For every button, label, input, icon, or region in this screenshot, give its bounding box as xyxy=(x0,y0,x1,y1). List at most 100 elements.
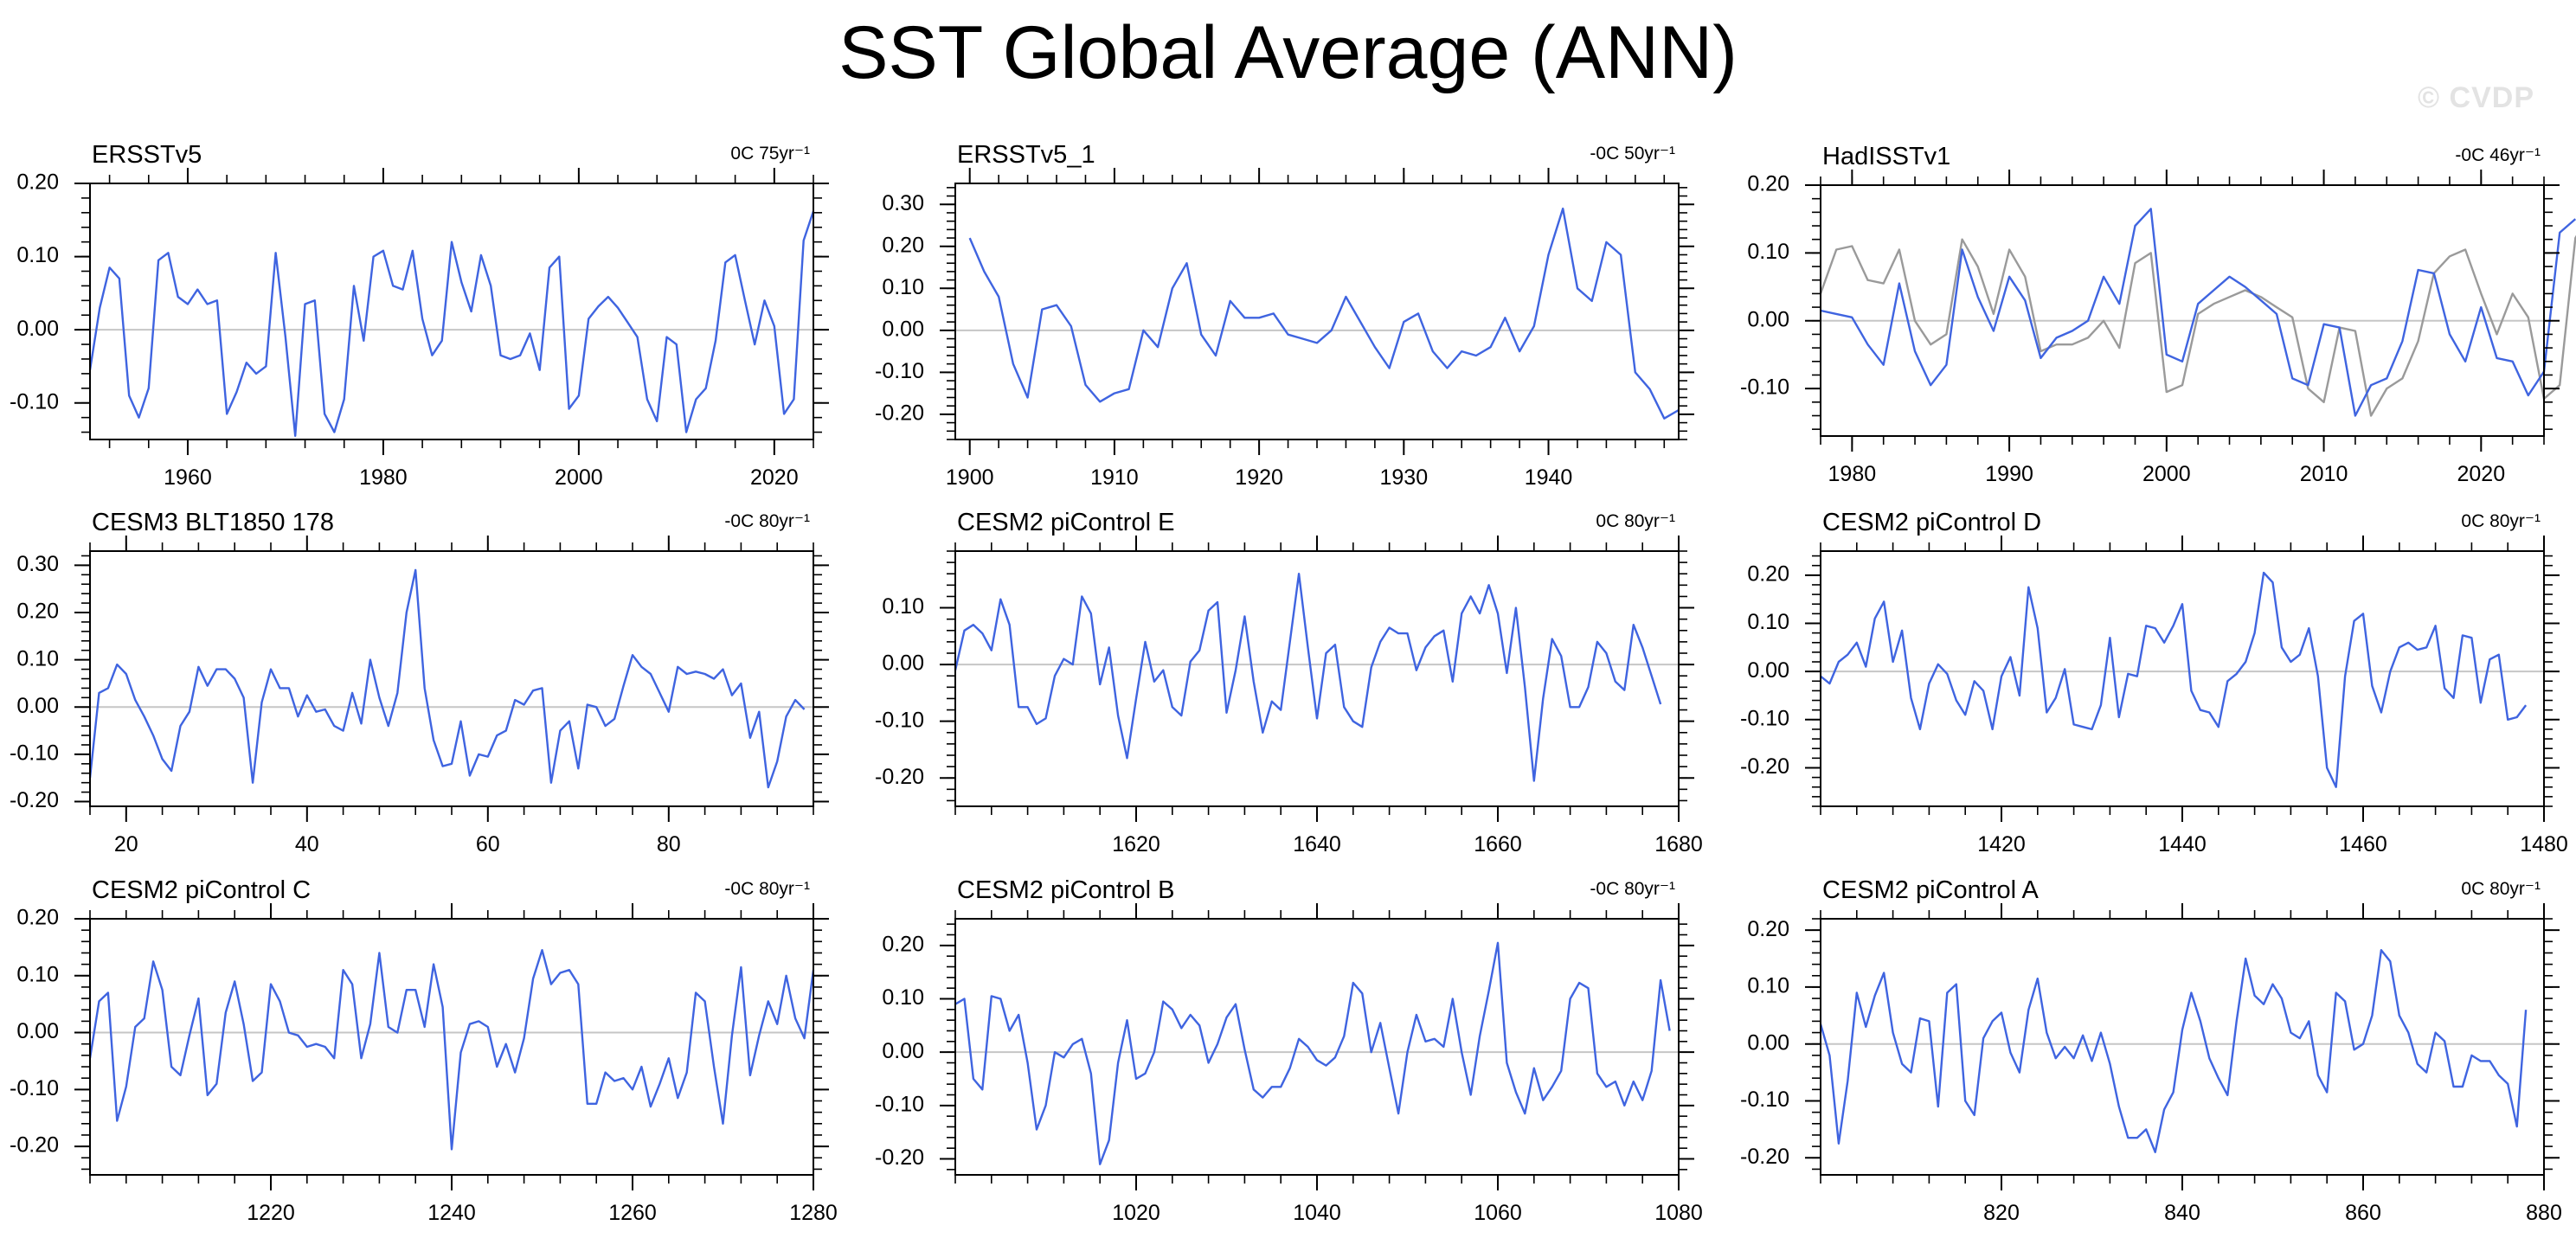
y-tick-label: -0.20 xyxy=(1740,754,1789,779)
series-line xyxy=(954,941,1671,1165)
chart-panel: -0.20 -0.10 0.00 0.10 0.20 820 840 860 880 CESM2 … xyxy=(1740,876,2562,1225)
series-line xyxy=(954,573,1662,782)
y-tick-label: 0.30 xyxy=(16,552,59,576)
chart-panel: -0.20 -0.10 0.00 0.10 0.20 0.30 20 40 60 80 CESM3 … xyxy=(10,509,829,856)
x-tick-label: 1020 xyxy=(1112,1201,1160,1225)
panel-title: CESM3 BLT1850 178 xyxy=(92,509,334,536)
panel-title: CESM2 piControl C xyxy=(92,876,311,904)
x-tick-label: 840 xyxy=(2164,1201,2200,1225)
series-line xyxy=(1819,948,2528,1153)
x-tick-label: 1420 xyxy=(1977,832,2026,856)
plot-frame xyxy=(954,918,1680,1176)
y-tick-label: -0.10 xyxy=(875,359,924,383)
trend-label: 0C 80yr⁻¹ xyxy=(1596,511,1675,531)
y-tick-label: -0.10 xyxy=(10,741,59,766)
x-tick-label: 1460 xyxy=(2339,832,2387,856)
trend-label: -0C 50yr⁻¹ xyxy=(1590,144,1675,164)
y-tick-label: -0.20 xyxy=(875,765,924,789)
x-tick-label: 1080 xyxy=(1654,1201,1703,1225)
y-tick-label: 0.00 xyxy=(882,1039,924,1063)
chart-panel: -0.20 -0.10 0.00 0.10 0.20 1220 1240 1260 1280 CE… xyxy=(10,876,838,1225)
x-tick-label: 20 xyxy=(114,832,138,856)
y-tick-label: 0.00 xyxy=(1747,658,1789,683)
x-tick-label: 1930 xyxy=(1380,465,1429,490)
trend-label: 0C 80yr⁻¹ xyxy=(2461,879,2541,899)
y-tick-label: 0.20 xyxy=(16,170,59,195)
x-tick-label: 1660 xyxy=(1474,832,1522,856)
plot-frame xyxy=(1820,550,2545,807)
y-tick-label: -0.20 xyxy=(10,1133,59,1158)
chart-panel: -0.10 0.00 0.10 0.20 1960 1980 2000 2020 ERSSTv5… xyxy=(10,141,829,490)
x-tick-label: 1280 xyxy=(789,1201,838,1225)
watermark: © CVDP xyxy=(2418,81,2534,114)
y-tick-label: 0.00 xyxy=(16,694,59,718)
panel-title: ERSSTv5 xyxy=(92,141,202,169)
series-line xyxy=(88,568,806,789)
y-tick-label: 0.10 xyxy=(1747,974,1789,998)
y-tick-label: -0.10 xyxy=(10,389,59,414)
x-tick-label: 860 xyxy=(2345,1201,2381,1225)
y-tick-label: 0.00 xyxy=(1747,1030,1789,1055)
x-tick-label: 1980 xyxy=(359,465,408,490)
chart-panel: -0.20 -0.10 0.00 0.10 0.20 1420 1440 1460 1480 CE… xyxy=(1740,509,2568,856)
x-tick-label: 2000 xyxy=(555,465,603,490)
chart-panel: -0.20 -0.10 0.00 0.10 1620 1640 1660 1680 CESM2 … xyxy=(875,509,1703,856)
x-tick-label: 880 xyxy=(2526,1201,2562,1225)
y-tick-label: 0.00 xyxy=(882,651,924,676)
x-tick-label: 40 xyxy=(295,832,319,856)
y-tick-label: -0.10 xyxy=(10,1076,59,1100)
chart-panel: -0.20 -0.10 0.00 0.10 0.20 1020 1040 1060 1080 CE… xyxy=(875,876,1703,1225)
x-tick-label: 1940 xyxy=(1525,465,1573,490)
y-tick-label: 0.20 xyxy=(882,233,924,257)
x-tick-label: 2000 xyxy=(2142,462,2191,486)
trend-label: -0C 46yr⁻¹ xyxy=(2455,145,2541,165)
y-tick-label: -0.20 xyxy=(1740,1145,1789,1169)
y-tick-label: 0.20 xyxy=(1747,561,1789,586)
x-tick-label: 1640 xyxy=(1293,832,1341,856)
x-tick-label: 1620 xyxy=(1112,832,1160,856)
trend-label: -0C 80yr⁻¹ xyxy=(1590,879,1675,899)
y-tick-label: 0.10 xyxy=(882,594,924,619)
y-tick-label: 0.10 xyxy=(16,243,59,267)
y-tick-label: 0.10 xyxy=(1747,240,1789,264)
plot-frame xyxy=(954,550,1680,807)
page-title: SST Global Average (ANN) xyxy=(838,11,1738,94)
y-tick-label: 0.20 xyxy=(1747,172,1789,196)
y-tick-label: -0.10 xyxy=(1740,1087,1789,1112)
y-tick-label: 0.00 xyxy=(16,1019,59,1043)
y-tick-label: 0.30 xyxy=(882,191,924,215)
y-tick-label: 0.00 xyxy=(16,317,59,341)
x-tick-label: 1980 xyxy=(1828,462,1877,486)
trend-label: 0C 80yr⁻¹ xyxy=(2461,511,2541,531)
x-tick-label: 1960 xyxy=(164,465,212,490)
x-tick-label: 1240 xyxy=(427,1201,476,1225)
chart-panel: -0.20 -0.10 0.00 0.10 0.20 0.30 1900 1910 1920 19… xyxy=(875,141,1694,490)
y-tick-label: -0.10 xyxy=(875,1092,924,1116)
series-line xyxy=(1820,208,2576,417)
y-tick-label: 0.00 xyxy=(1747,307,1789,331)
x-tick-label: 1900 xyxy=(946,465,994,490)
y-tick-label: 0.10 xyxy=(882,275,924,299)
y-tick-label: -0.10 xyxy=(1740,706,1789,730)
y-tick-label: 0.20 xyxy=(16,906,59,930)
series-line xyxy=(1820,571,2528,788)
plot-frame xyxy=(89,183,814,440)
y-tick-label: -0.10 xyxy=(875,708,924,732)
y-tick-label: 0.10 xyxy=(16,962,59,986)
trend-label: 0C 75yr⁻¹ xyxy=(730,144,810,164)
series-line xyxy=(1819,234,2576,417)
series-line xyxy=(968,207,1680,420)
chart-panel: -0.10 0.00 0.10 0.20 1980 1990 2000 2010 2020 Had… xyxy=(1740,143,2576,486)
x-tick-label: 1910 xyxy=(1090,465,1139,490)
trend-label: -0C 80yr⁻¹ xyxy=(724,879,810,899)
series-line xyxy=(88,210,815,437)
plot-frame xyxy=(1820,918,2545,1176)
x-tick-label: 2020 xyxy=(2457,462,2505,486)
y-tick-label: 0.20 xyxy=(1747,917,1789,941)
trend-label: -0C 80yr⁻¹ xyxy=(724,511,810,531)
x-tick-label: 1920 xyxy=(1235,465,1283,490)
panel-title: ERSSTv5_1 xyxy=(957,141,1095,169)
plot-frame xyxy=(1820,184,2545,437)
y-tick-label: 0.10 xyxy=(16,646,59,670)
